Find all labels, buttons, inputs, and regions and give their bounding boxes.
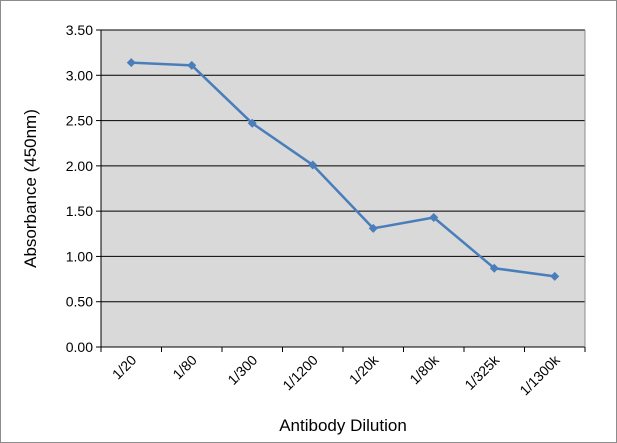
y-tick-label: 1.50: [66, 203, 93, 219]
data-point: [187, 60, 197, 70]
y-tick-label: 2.00: [66, 158, 93, 174]
x-tick-labels: 1/20 1/80 1/300 1/1200 1/20k 1/80k 1/325k 1/130…: [109, 351, 564, 398]
series-group: [126, 58, 560, 281]
grid-lines: [101, 29, 585, 303]
x-tick-label: 1/20: [109, 352, 140, 383]
data-point: [126, 58, 136, 68]
y-tick-label: 1.00: [66, 248, 93, 264]
x-tick-label: 1/1200: [279, 352, 321, 394]
y-tick-label: 0.00: [66, 339, 93, 355]
data-point: [489, 263, 499, 273]
y-axis-title: Absorbance (450nm): [21, 109, 40, 268]
y-tick-label: 3.00: [66, 67, 93, 83]
x-tick-label: 1/20k: [346, 351, 382, 387]
x-tick-label: 1/300: [224, 352, 260, 388]
data-point: [368, 223, 378, 233]
data-point: [429, 212, 439, 222]
series-line: [131, 61, 555, 278]
y-tick-label: 3.50: [66, 22, 93, 38]
axes: [96, 29, 586, 352]
data-point: [308, 160, 318, 170]
y-tick-labels: 0.00 0.50 1.00 1.50 2.00 2.50 3.00 3.50: [66, 22, 93, 355]
x-tick-label: 1/80k: [406, 351, 442, 387]
y-tick-label: 2.50: [66, 113, 93, 129]
data-point: [550, 271, 560, 281]
plot-area: [101, 30, 585, 347]
x-tick-label: 1/1300k: [516, 351, 563, 398]
x-tick-label: 1/325k: [461, 351, 503, 393]
x-tick-label: 1/80: [169, 352, 200, 383]
y-tick-label: 0.50: [66, 294, 93, 310]
data-point: [247, 118, 257, 128]
x-axis-title: Antibody Dilution: [279, 416, 407, 435]
